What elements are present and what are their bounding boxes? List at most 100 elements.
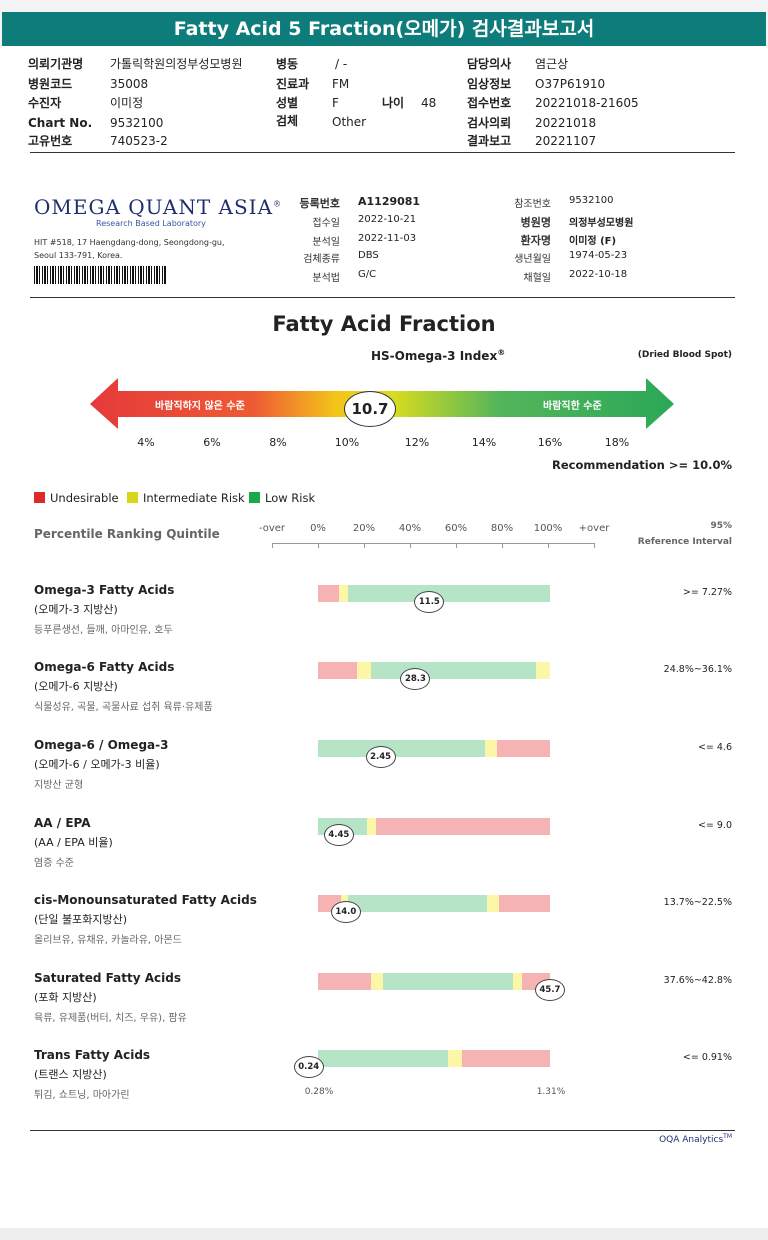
info-label: 검사의뢰 [467,116,512,130]
bar-segment-red [318,662,358,679]
scale-label: 6% [203,436,221,449]
range-max-label: 1.31% [536,1087,566,1097]
info-value: 가톨릭학원의정부성모병원 [110,57,243,71]
bar-segment-yellow [357,662,372,679]
age-label: 나이 [382,96,405,110]
info-label: 고유번호 [28,134,73,148]
row-subtitle: (단일 불포화지방산) [34,913,128,926]
percentile-label: Percentile Ranking Quintile [34,527,220,541]
row-examples: 육류, 유제품(버터, 치즈, 우유), 팜유 [34,1013,187,1024]
bar-segment-yellow [536,662,550,679]
row-title: cis-Monounsaturated Fatty Acids [34,893,257,907]
row-subtitle: (AA / EPA 비율) [34,836,113,849]
info-label: 임상정보 [467,77,512,91]
report-title: Fatty Acid 5 Fraction(오메가) 검사결과보고서 [2,12,766,46]
fraction-title: Fatty Acid Fraction [272,312,496,336]
value-marker: 4.45 [323,824,354,846]
row-examples: 등푸른생선, 들깨, 아마인유, 호두 [34,625,173,636]
percentile-bar [318,895,550,912]
lab-name: OMEGA QUANT ASIA [34,195,274,219]
reference-value: <= 4.6 [697,742,732,753]
percentile-tick: 0% [310,523,326,534]
info-value: 염근상 [535,57,569,71]
reference-value: <= 9.0 [697,820,732,831]
percentile-bar [318,740,550,757]
bar-segment-red [461,1050,550,1067]
lab-subtitle: Research Based Laboratory [96,219,206,228]
bar-segment-red [318,585,339,602]
reg-value: 9532100 [569,195,614,206]
row-subtitle: (포화 지방산) [34,991,97,1004]
info-label: 수진자 [28,96,62,110]
value-marker: 2.45 [365,746,396,768]
info-label: 진료과 [276,77,310,91]
value-marker: 14.0 [330,901,361,923]
bar-segment-green [382,973,513,990]
row-subtitle: (트랜스 지방산) [34,1068,107,1081]
oqa-text: OQA Analytics [659,1135,724,1145]
info-value: 20221018 [535,116,597,130]
info-label: 의뢰기관명 [28,57,84,71]
info-value: 740523-2 [110,134,168,148]
info-value: FM [332,77,350,91]
info-value: 9532100 [110,116,164,130]
percentile-bar [318,973,550,990]
age-value: 48 [421,96,437,110]
info-value: O37P61910 [535,77,606,91]
info-value: 35008 [110,77,149,91]
reference-value: <= 0.91% [682,1052,732,1063]
row-examples: 튀김, 쇼트닝, 마아가린 [34,1090,130,1101]
axis-tick [318,543,319,548]
reference-value: 24.8%~36.1% [663,664,732,675]
footer-strip [0,1228,768,1240]
bar-segment-yellow [366,818,376,835]
value-marker: 11.5 [414,591,445,613]
row-title: Trans Fatty Acids [34,1048,151,1062]
bar-segment-green [348,585,550,602]
reg-value: 2022-10-18 [569,269,628,280]
info-value: 20221018-21605 [535,96,639,110]
reference-value: 37.6%~42.8% [663,975,732,986]
bar-segment-green [348,895,488,912]
reg-label: 환자명 [520,234,551,247]
scale-label: 8% [269,436,287,449]
bar-segment-yellow [512,973,523,990]
recommendation: Recommendation >= 10.0% [551,458,732,472]
legend-label: Intermediate Risk [143,491,245,505]
percentile-bar [318,585,550,602]
info-label: 병원코드 [28,77,73,91]
lab-registered: ® [273,199,283,209]
legend-label: Low Risk [265,491,316,505]
row-examples: 지방산 균형 [34,780,84,791]
axis-tick [456,543,457,548]
bar-segment-yellow [485,740,497,757]
bar-segment-yellow [447,1050,462,1067]
reg-value: 1974-05-23 [569,250,628,261]
reg-label: 분석일 [312,237,340,248]
bar-segment-red [498,895,550,912]
divider [30,152,735,153]
percentile-tick: +over [578,523,610,534]
axis-tick [410,543,411,548]
row-title: Omega-6 / Omega-3 [34,738,169,752]
index-title-sup: ® [497,348,506,357]
row-examples: 올리브유, 유채유, 카놀라유, 아몬드 [34,935,182,946]
axis-tick [548,543,549,548]
axis-tick [364,543,365,548]
scale-label: 12% [404,436,430,449]
reference-value: >= 7.27% [682,587,732,598]
percentile-bar [318,662,550,679]
percentile-tick: 40% [398,523,422,534]
oqa-tm: TM [723,1133,732,1140]
reg-label: 접수일 [312,218,340,229]
index-value-marker: 10.7 [344,391,396,427]
info-value: / - [335,57,348,71]
percentile-tick: -over [258,523,286,534]
ref-head-interval: Reference Interval [637,537,732,547]
reg-value: 2022-11-03 [358,233,417,244]
info-label: 병동 [276,57,299,71]
value-marker: 0.24 [293,1056,324,1078]
divider [30,297,735,298]
percentile-tick: 60% [444,523,468,534]
info-value: F [332,96,339,110]
